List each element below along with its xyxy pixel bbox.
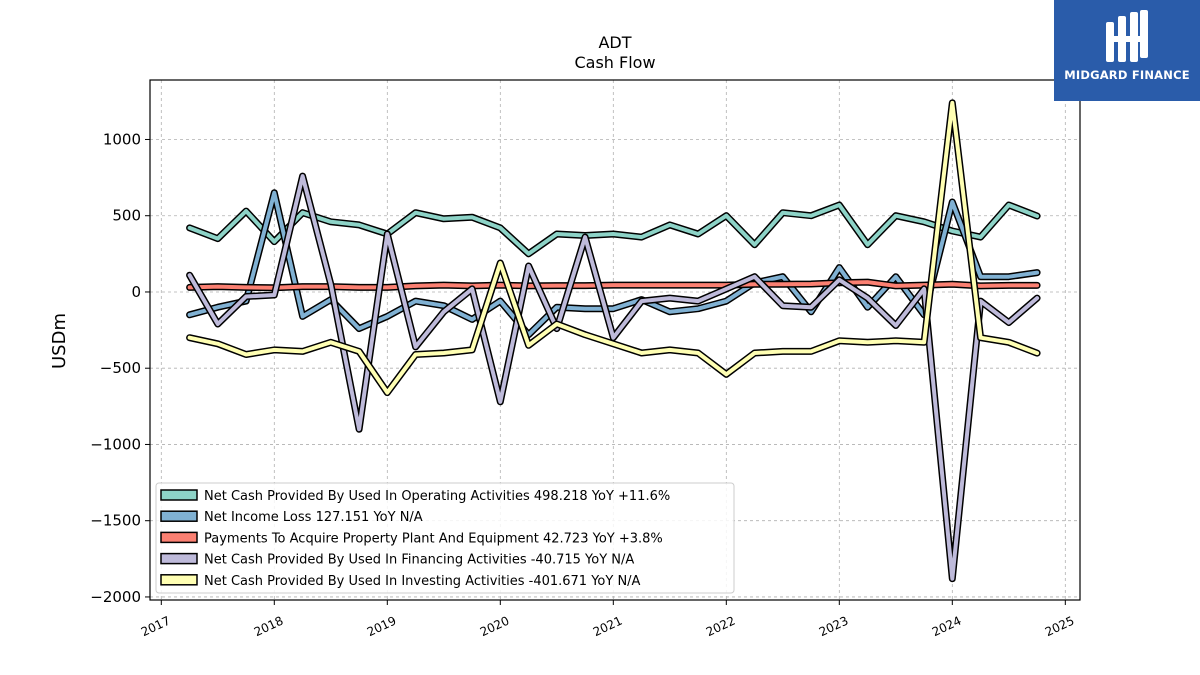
x-tick-label: 2021 xyxy=(591,614,625,640)
y-tick-label: −1500 xyxy=(90,512,141,530)
x-tick-label: 2020 xyxy=(478,614,512,640)
y-tick-label: −500 xyxy=(100,359,141,377)
x-tick-label: 2017 xyxy=(139,614,173,640)
x-tick-label: 2024 xyxy=(930,614,964,640)
legend-label: Net Cash Provided By Used In Financing A… xyxy=(204,553,634,568)
x-tick-label: 2018 xyxy=(252,614,286,640)
legend-label: Payments To Acquire Property Plant And E… xyxy=(204,531,663,546)
series-line-4 xyxy=(187,100,1040,395)
x-tick-label: 2025 xyxy=(1043,614,1077,640)
legend: Net Cash Provided By Used In Operating A… xyxy=(155,482,735,594)
chart-title: ADT xyxy=(598,33,631,52)
legend-swatch xyxy=(160,510,198,522)
series-lines xyxy=(186,99,1041,583)
legend-label: Net Cash Provided By Used In Operating A… xyxy=(204,489,670,504)
legend-swatch xyxy=(160,552,198,565)
x-tick-label: 2019 xyxy=(365,614,399,640)
mh-monogram-icon xyxy=(1106,10,1148,62)
legend-label: Net Cash Provided By Used In Investing A… xyxy=(204,574,641,589)
y-tick-label: −1000 xyxy=(90,435,141,453)
series-line-3 xyxy=(187,174,1040,581)
y-tick-label: −2000 xyxy=(90,588,141,606)
series-line-0 xyxy=(187,203,1040,256)
y-axis-label: USDm xyxy=(49,313,70,369)
legend-swatch xyxy=(160,531,198,544)
brand-name: MIDGARD FINANCE xyxy=(1064,68,1190,82)
legend-swatch xyxy=(160,489,198,501)
plot-frame xyxy=(149,79,1081,601)
legend-box xyxy=(155,482,735,594)
y-tick-label: 500 xyxy=(112,207,141,225)
y-tick-label: 0 xyxy=(131,283,141,301)
x-tick-label: 2023 xyxy=(817,614,851,640)
y-tick-label: 1000 xyxy=(103,130,141,148)
brand-logo: MIDGARD FINANCE xyxy=(1054,0,1200,101)
legend-swatch xyxy=(160,574,198,586)
x-tick-label: 2022 xyxy=(704,614,738,640)
chart-subtitle: Cash Flow xyxy=(574,53,655,72)
legend-label: Net Income Loss 127.151 YoY N/A xyxy=(204,510,423,525)
